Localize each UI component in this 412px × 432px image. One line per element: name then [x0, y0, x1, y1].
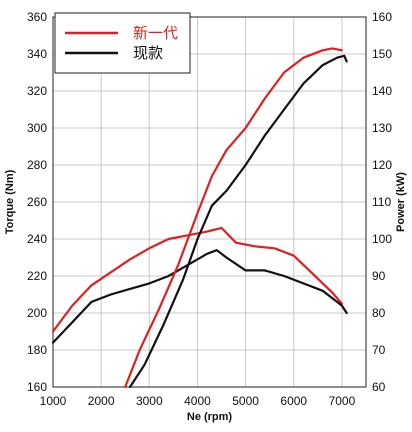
left-y-tick-label: 280: [27, 158, 47, 172]
plot-frame: [52, 16, 367, 388]
x-tick-label: 5000: [232, 394, 259, 408]
right-y-tick-label: 80: [372, 306, 386, 320]
right-y-axis-title: Power (kW): [395, 172, 407, 232]
left-y-tick-label: 260: [27, 195, 47, 209]
x-axis-title: Ne (rpm): [187, 411, 233, 423]
legend-label-new-generation: 新一代: [133, 24, 178, 42]
right-y-tick-label: 120: [372, 158, 392, 172]
right-y-tick-label: 60: [372, 380, 386, 394]
series-lines: [51, 47, 348, 389]
right-y-tick-label: 140: [372, 84, 392, 98]
left-y-tick-label: 240: [27, 232, 47, 246]
x-tick-label: 4000: [184, 394, 211, 408]
legend: 新一代 现款: [54, 12, 191, 74]
left-y-tick-labels: 160 180 200 220 240 260 280 300 320 340 360: [27, 10, 47, 394]
left-y-tick-label: 320: [27, 84, 47, 98]
left-y-axis-title: Torque (Nm): [4, 169, 16, 234]
series-line-torque-new-generation: [51, 226, 343, 333]
right-y-tick-label: 70: [372, 343, 386, 357]
legend-label-current-model: 现款: [133, 44, 163, 62]
left-y-tick-label: 160: [27, 380, 47, 394]
left-y-tick-label: 340: [27, 47, 47, 61]
x-tick-labels: 1000 2000 3000 4000 5000 6000 7000: [40, 394, 356, 408]
x-tick-label: 7000: [329, 394, 356, 408]
legend-box: [54, 12, 191, 74]
right-y-tick-label: 150: [372, 47, 392, 61]
right-y-tick-labels: 60 70 80 90 100 110 120 130 140 150 160: [372, 10, 392, 394]
series-line-torque-current-model: [51, 249, 348, 344]
right-y-tick-label: 110: [372, 195, 391, 209]
x-tick-label: 2000: [88, 394, 115, 408]
right-y-tick-label: 160: [372, 10, 392, 24]
x-tick-label: 6000: [280, 394, 307, 408]
left-y-tick-label: 200: [27, 306, 47, 320]
x-tick-label: 3000: [136, 394, 163, 408]
right-y-tick-label: 90: [372, 269, 386, 283]
left-y-tick-label: 300: [27, 121, 47, 135]
right-y-tick-label: 130: [372, 121, 392, 135]
series-line-power-new-generation: [124, 47, 343, 389]
x-tick-label: 1000: [40, 394, 67, 408]
left-y-tick-label: 180: [27, 343, 47, 357]
series-line-power-current-model: [128, 54, 348, 389]
left-y-tick-label: 220: [27, 269, 47, 283]
right-y-tick-label: 100: [372, 232, 392, 246]
left-y-tick-label: 360: [27, 10, 47, 24]
